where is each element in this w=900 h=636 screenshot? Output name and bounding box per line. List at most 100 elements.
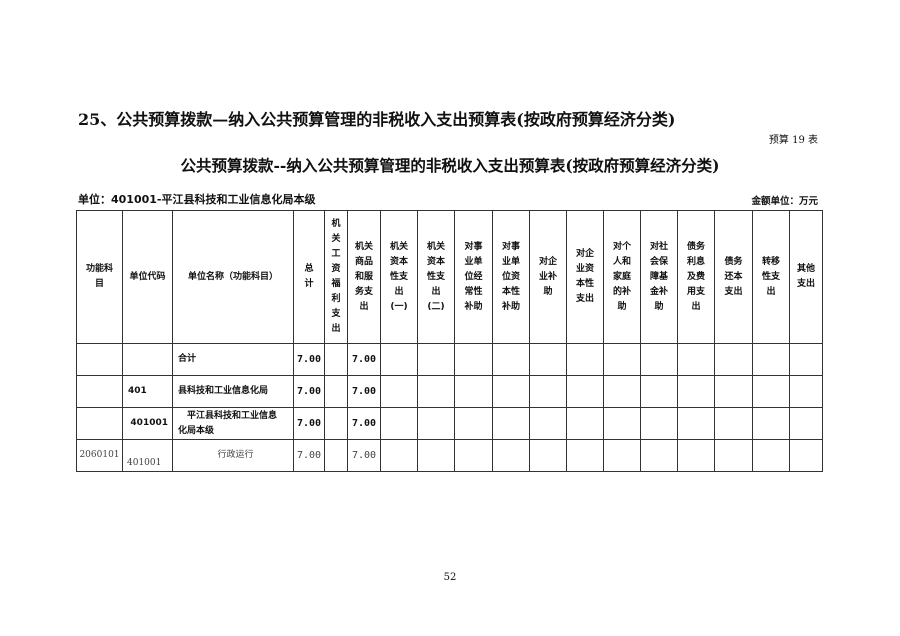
column-header: 对事 业单 位经 常性 补助 [454,210,493,344]
amount-unit-label: 金额单位：万元 [751,196,818,207]
table-cell [677,439,715,472]
table-cell [492,375,530,408]
column-header: 对企 业补 助 [529,210,567,344]
table-row: 2060101 401001 行政运行 7.00 7.00 [76,439,823,472]
table-cell [324,439,348,472]
table-cell: 7.00 [347,343,381,376]
table-cell [566,439,604,472]
table-cell [677,343,715,376]
table-cell [76,407,123,440]
column-header: 机 关 工 资 福 利 支 出 [324,210,348,344]
table-cell [752,343,790,376]
table-cell [789,439,823,472]
table-title: 公共预算拨款--纳入公共预算管理的非税收入支出预算表(按政府预算经济分类) [180,156,720,175]
table-cell [529,375,567,408]
table-cell: 401001 [122,439,173,472]
table-cell [566,407,604,440]
table-cell [566,375,604,408]
table-row: 401 县科技和工业信息化局 7.00 7.00 [76,375,823,408]
column-header: 其他 支出 [789,210,823,344]
table-cell [380,375,418,408]
page-number: 52 [443,572,457,583]
table-cell [714,407,753,440]
table-cell [603,343,641,376]
column-header: 对事 业单 位资 本性 补助 [492,210,530,344]
table-cell [417,375,455,408]
column-header: 总 计 [293,210,325,344]
table-cell: 行政运行 [172,439,294,472]
table-cell [640,439,678,472]
table-cell [603,407,641,440]
column-header: 机关 资本 性支 出 (二) [417,210,455,344]
table-cell: 401001 [122,407,173,440]
table-cell [789,407,823,440]
table-cell [380,439,418,472]
table-cell [752,375,790,408]
column-header: 功能科 目 [76,210,123,344]
table-row: 401001 平江县科技和工业信息 化局本级 7.00 7.00 [76,407,823,440]
table-cell: 7.00 [293,407,325,440]
table-cell [752,407,790,440]
table-cell [417,407,455,440]
table-cell [454,407,493,440]
table-cell [677,407,715,440]
table-cell [640,375,678,408]
table-cell [752,439,790,472]
column-header: 机关 商品 和服 务支 出 [347,210,381,344]
table-cell [714,439,753,472]
table-cell [789,375,823,408]
column-header: 对社 会保 障基 金补 助 [640,210,678,344]
table-cell [529,343,567,376]
table-cell [529,439,567,472]
table-cell: 7.00 [347,439,381,472]
column-header: 转移 性支 出 [752,210,790,344]
table-cell: 7.00 [293,439,325,472]
table-cell [677,375,715,408]
table-cell [454,439,493,472]
table-cell [417,343,455,376]
table-cell [454,343,493,376]
table-cell [324,375,348,408]
column-header: 单位名称（功能科目） [172,210,294,344]
table-cell: 7.00 [347,375,381,408]
table-cell [380,407,418,440]
table-cell [603,439,641,472]
table-cell [789,343,823,376]
table-cell: 合计 [172,343,294,376]
table-cell [603,375,641,408]
table-cell: 7.00 [293,375,325,408]
table-cell [492,343,530,376]
table-cell [380,343,418,376]
table-cell [714,343,753,376]
header-row: 功能科 目单位代码 单位名称（功能科目）总 计机 关 工 资 福 利 支 出机关 … [76,210,823,344]
column-header: 对个 人和 家庭 的补 助 [603,210,641,344]
section-heading: 25、公共预算拨款—纳入公共预算管理的非税收入支出预算表(按政府预算经济分类) [78,110,676,129]
table-cell [454,375,493,408]
column-header: 债务 还本 支出 [714,210,753,344]
table-cell: 县科技和工业信息化局 [172,375,294,408]
table-cell [76,343,123,376]
form-number: 预算 19 表 [768,135,818,146]
table-cell [640,343,678,376]
column-header: 债务 利息 及费 用支 出 [677,210,715,344]
table-cell [324,343,348,376]
table-cell [76,375,123,408]
column-header: 机关 资本 性支 出 (一) [380,210,418,344]
table-cell [122,343,173,376]
table-cell [714,375,753,408]
table-cell [492,439,530,472]
column-header: 对企 业资 本性 支出 [566,210,604,344]
table-cell [324,407,348,440]
unit-label: 单位：401001-平江县科技和工业信息化局本级 [78,193,316,206]
table-cell: 平江县科技和工业信息 化局本级 [172,407,294,440]
budget-table: 功能科 目单位代码 单位名称（功能科目）总 计机 关 工 资 福 利 支 出机关 … [76,210,823,472]
table-cell [566,343,604,376]
table-row: 合计 7.00 7.00 [76,343,823,376]
table-cell [417,439,455,472]
table-cell: 7.00 [347,407,381,440]
table-cell [529,407,567,440]
table-cell [492,407,530,440]
column-header: 单位代码 [122,210,173,344]
table-cell: 401 [122,375,173,408]
